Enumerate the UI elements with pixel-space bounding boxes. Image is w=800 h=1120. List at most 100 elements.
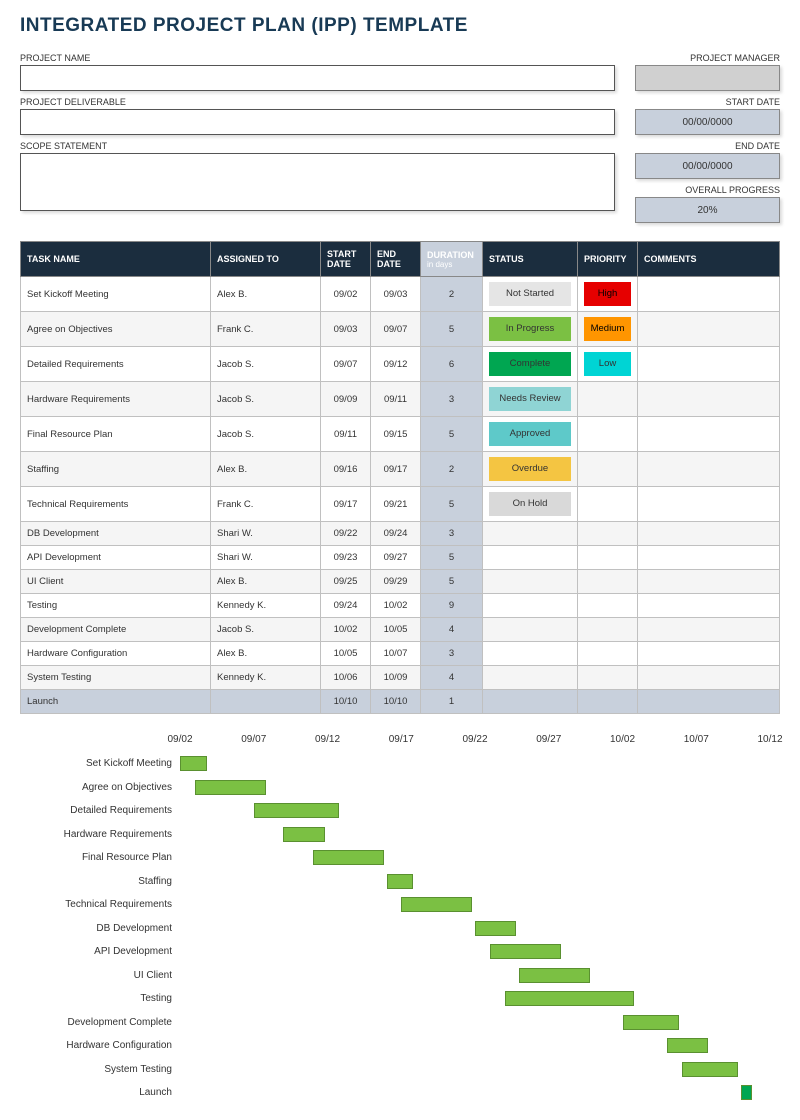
table-cell[interactable]: 3: [421, 522, 483, 546]
table-cell[interactable]: System Testing: [21, 666, 211, 690]
table-cell[interactable]: [483, 570, 578, 594]
table-cell[interactable]: [483, 522, 578, 546]
table-cell[interactable]: [578, 522, 638, 546]
table-cell[interactable]: In Progress: [483, 312, 578, 347]
table-cell[interactable]: Alex B.: [211, 452, 321, 487]
scope-statement-input[interactable]: [20, 153, 615, 211]
table-cell[interactable]: 09/16: [321, 452, 371, 487]
table-cell[interactable]: 09/24: [321, 594, 371, 618]
table-cell[interactable]: 1: [421, 690, 483, 714]
table-cell[interactable]: 5: [421, 546, 483, 570]
table-cell[interactable]: 2: [421, 277, 483, 312]
table-cell[interactable]: 09/17: [371, 452, 421, 487]
table-cell[interactable]: 09/23: [321, 546, 371, 570]
table-cell[interactable]: [638, 642, 780, 666]
table-cell[interactable]: 5: [421, 487, 483, 522]
table-cell[interactable]: [483, 642, 578, 666]
start-date-value[interactable]: 00/00/0000: [635, 109, 780, 135]
table-cell[interactable]: [638, 570, 780, 594]
table-cell[interactable]: [638, 312, 780, 347]
table-cell[interactable]: 3: [421, 382, 483, 417]
table-cell[interactable]: Agree on Objectives: [21, 312, 211, 347]
table-cell[interactable]: Alex B.: [211, 570, 321, 594]
table-cell[interactable]: Alex B.: [211, 277, 321, 312]
table-cell[interactable]: Not Started: [483, 277, 578, 312]
table-cell[interactable]: Detailed Requirements: [21, 347, 211, 382]
table-cell[interactable]: [638, 594, 780, 618]
table-cell[interactable]: 09/02: [321, 277, 371, 312]
table-cell[interactable]: Shari W.: [211, 546, 321, 570]
table-cell[interactable]: Staffing: [21, 452, 211, 487]
table-cell[interactable]: [638, 347, 780, 382]
table-cell[interactable]: 09/03: [371, 277, 421, 312]
table-cell[interactable]: Medium: [578, 312, 638, 347]
table-cell[interactable]: Jacob S.: [211, 417, 321, 452]
table-cell[interactable]: 09/12: [371, 347, 421, 382]
table-cell[interactable]: [483, 546, 578, 570]
end-date-value[interactable]: 00/00/0000: [635, 153, 780, 179]
table-cell[interactable]: [211, 690, 321, 714]
table-cell[interactable]: Approved: [483, 417, 578, 452]
table-cell[interactable]: 5: [421, 312, 483, 347]
table-cell[interactable]: Launch: [21, 690, 211, 714]
table-cell[interactable]: Jacob S.: [211, 347, 321, 382]
table-cell[interactable]: 5: [421, 417, 483, 452]
table-cell[interactable]: Shari W.: [211, 522, 321, 546]
table-cell[interactable]: 09/21: [371, 487, 421, 522]
table-cell[interactable]: [638, 382, 780, 417]
table-cell[interactable]: [578, 690, 638, 714]
table-cell[interactable]: [578, 417, 638, 452]
table-cell[interactable]: 09/29: [371, 570, 421, 594]
table-cell[interactable]: 5: [421, 570, 483, 594]
table-cell[interactable]: [483, 666, 578, 690]
table-cell[interactable]: 10/10: [371, 690, 421, 714]
table-cell[interactable]: 10/05: [321, 642, 371, 666]
table-cell[interactable]: 4: [421, 666, 483, 690]
table-cell[interactable]: Kennedy K.: [211, 594, 321, 618]
table-cell[interactable]: 09/03: [321, 312, 371, 347]
table-cell[interactable]: DB Development: [21, 522, 211, 546]
table-cell[interactable]: [578, 546, 638, 570]
table-cell[interactable]: 09/22: [321, 522, 371, 546]
table-cell[interactable]: Development Complete: [21, 618, 211, 642]
table-cell[interactable]: Final Resource Plan: [21, 417, 211, 452]
table-cell[interactable]: 2: [421, 452, 483, 487]
table-cell[interactable]: [483, 594, 578, 618]
table-cell[interactable]: [483, 690, 578, 714]
table-cell[interactable]: [638, 690, 780, 714]
table-cell[interactable]: [578, 666, 638, 690]
table-cell[interactable]: Hardware Configuration: [21, 642, 211, 666]
table-cell[interactable]: 10/06: [321, 666, 371, 690]
table-cell[interactable]: [638, 522, 780, 546]
table-cell[interactable]: [578, 487, 638, 522]
table-cell[interactable]: Jacob S.: [211, 382, 321, 417]
table-cell[interactable]: [578, 618, 638, 642]
table-cell[interactable]: [638, 618, 780, 642]
table-cell[interactable]: [638, 546, 780, 570]
table-cell[interactable]: API Development: [21, 546, 211, 570]
table-cell[interactable]: Jacob S.: [211, 618, 321, 642]
table-cell[interactable]: Frank C.: [211, 312, 321, 347]
table-cell[interactable]: [638, 277, 780, 312]
table-cell[interactable]: 09/07: [371, 312, 421, 347]
table-cell[interactable]: Hardware Requirements: [21, 382, 211, 417]
table-cell[interactable]: 4: [421, 618, 483, 642]
table-cell[interactable]: 10/02: [321, 618, 371, 642]
table-cell[interactable]: 09/07: [321, 347, 371, 382]
table-cell[interactable]: Needs Review: [483, 382, 578, 417]
table-cell[interactable]: Overdue: [483, 452, 578, 487]
table-cell[interactable]: High: [578, 277, 638, 312]
table-cell[interactable]: 09/27: [371, 546, 421, 570]
table-cell[interactable]: 3: [421, 642, 483, 666]
table-cell[interactable]: [638, 487, 780, 522]
table-cell[interactable]: 09/24: [371, 522, 421, 546]
table-cell[interactable]: 9: [421, 594, 483, 618]
table-cell[interactable]: [638, 452, 780, 487]
table-cell[interactable]: 09/15: [371, 417, 421, 452]
table-cell[interactable]: Set Kickoff Meeting: [21, 277, 211, 312]
table-cell[interactable]: UI Client: [21, 570, 211, 594]
table-cell[interactable]: Testing: [21, 594, 211, 618]
table-cell[interactable]: 09/25: [321, 570, 371, 594]
table-cell[interactable]: 6: [421, 347, 483, 382]
table-cell[interactable]: 09/11: [321, 417, 371, 452]
